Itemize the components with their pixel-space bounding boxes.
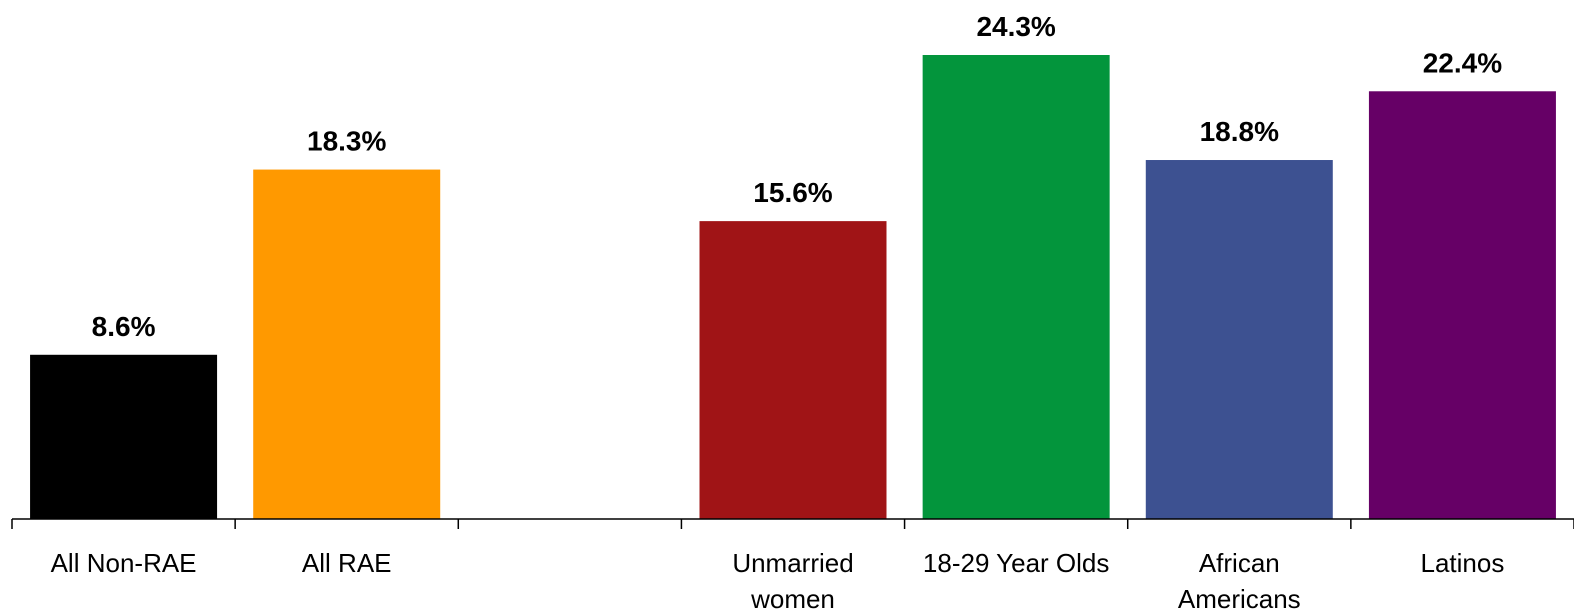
data-label: 22.4% (1423, 47, 1502, 78)
data-label: 18.8% (1200, 116, 1279, 147)
x-tick-label: All Non-RAE (51, 548, 197, 578)
bars-group (30, 55, 1556, 519)
x-tick-label: African (1199, 548, 1280, 578)
x-tick-label: Unmarried (732, 548, 853, 578)
bar (922, 55, 1110, 519)
x-tick-label: 18-29 Year Olds (923, 548, 1109, 578)
data-label: 15.6% (753, 177, 832, 208)
bar (1145, 160, 1333, 519)
bar (1368, 91, 1556, 519)
data-label: 24.3% (976, 11, 1055, 42)
data-label: 8.6% (92, 311, 156, 342)
x-axis (11, 518, 1574, 529)
x-tick-label: Latinos (1421, 548, 1505, 578)
x-tick-label: All RAE (302, 548, 392, 578)
labels-group: 8.6% All Non-RAE 18.3% All RAE 15.6% Unmarrie… (51, 11, 1505, 614)
bar (699, 221, 887, 519)
x-tick-label: Americans (1178, 584, 1301, 614)
x-tick-label: women (750, 584, 835, 614)
data-label: 18.3% (307, 126, 386, 157)
bar (30, 354, 218, 519)
bar (253, 169, 441, 519)
